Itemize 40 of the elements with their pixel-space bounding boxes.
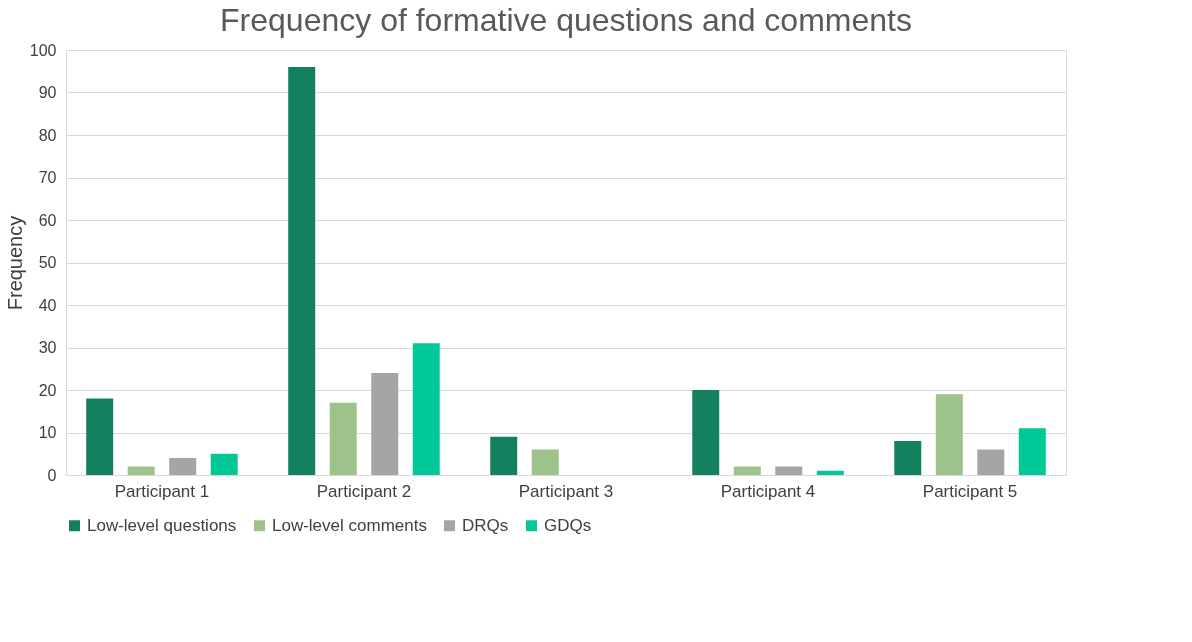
y-tick-label: 20	[38, 381, 57, 399]
bar	[127, 466, 155, 475]
bar	[210, 453, 238, 475]
bar	[371, 373, 399, 475]
y-tick-label: 90	[38, 84, 57, 101]
y-tick-label: 30	[38, 339, 57, 356]
bar	[86, 398, 114, 475]
bar	[412, 343, 440, 475]
bar	[894, 441, 922, 475]
legend-label: DRQs	[462, 515, 509, 535]
bar	[977, 449, 1005, 475]
y-tick-label: 80	[38, 126, 57, 144]
legend-label: Low-level questions	[87, 515, 237, 535]
y-tick-label: 100	[29, 41, 57, 59]
y-tick-label: 0	[47, 466, 57, 484]
y-tick-label: 40	[38, 296, 57, 314]
y-tick-label: 60	[38, 211, 57, 229]
chart-title: Frequency of formative questions and comments	[220, 2, 912, 38]
bar	[329, 402, 357, 475]
bar	[169, 458, 197, 475]
x-tick-label: Participant 1	[114, 481, 210, 501]
y-tick-label: 10	[38, 424, 57, 441]
x-tick-label: Participant 3	[518, 481, 614, 501]
bar	[1018, 428, 1046, 475]
bar	[775, 466, 803, 475]
y-tick-label: 50	[38, 254, 57, 271]
bar	[692, 390, 720, 475]
bar	[490, 436, 518, 475]
bar	[935, 394, 963, 475]
x-tick-label: Participant 5	[922, 481, 1018, 501]
x-tick-label: Participant 4	[720, 481, 816, 501]
bar	[733, 466, 761, 475]
bar	[531, 449, 559, 475]
y-axis-title: Frequency	[3, 215, 26, 311]
bar	[288, 67, 316, 475]
legend-label: Low-level comments	[272, 515, 427, 535]
x-tick-label: Participant 2	[316, 481, 412, 501]
y-tick-label: 70	[38, 169, 57, 186]
bar	[816, 470, 844, 475]
legend-label: GDQs	[544, 515, 592, 535]
